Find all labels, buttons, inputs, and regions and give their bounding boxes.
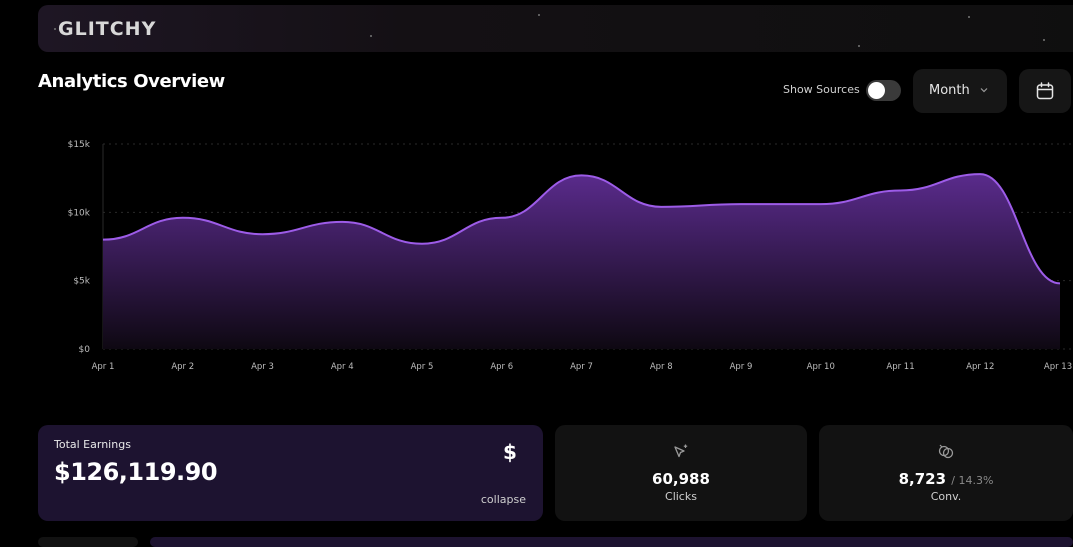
earnings-value: $126,119.90 [54,458,218,486]
conversions-count: 8,723 [898,470,947,488]
conversion-rate: / 14.3% [951,474,994,487]
star-decoration [54,28,56,30]
star-decoration [1043,39,1045,41]
x-tick-label: Apr 12 [966,362,994,372]
chevron-down-icon [980,88,988,93]
area-fill [103,174,1060,349]
x-tick-label: Apr 2 [171,362,194,372]
clicks-card: 60,988 Clicks [555,425,807,521]
x-tick-label: Apr 6 [490,362,513,372]
toggle-knob [868,82,885,99]
cursor-click-icon [674,444,688,458]
x-tick-label: Apr 10 [807,362,835,372]
clicks-value: 60,988 [652,470,710,488]
conversion-rings-icon [938,444,954,459]
x-tick-label: Apr 13 [1044,362,1072,372]
total-earnings-card: Total Earnings $126,119.90 $ collapse [38,425,543,521]
bottom-panel [150,537,1073,547]
earnings-area-chart: $0 $5k $10k $15k Apr 1 Apr 2 Apr 3 Apr 4 Apr 5 A… [68,140,1073,372]
period-select[interactable]: Month [913,69,1007,113]
star-decoration [858,45,860,47]
app-logo[interactable]: GLITCHY [58,18,157,40]
x-tick-label: Apr 11 [886,362,914,372]
show-sources-label: Show Sources [783,83,860,96]
dollar-icon: $ [503,440,517,464]
bottom-panel [38,537,138,547]
x-tick-label: Apr 9 [730,362,753,372]
y-tick-label: $15k [68,140,91,150]
x-tick-label: Apr 7 [570,362,593,372]
x-tick-label: Apr 8 [650,362,673,372]
x-tick-label: Apr 1 [92,362,115,372]
x-tick-label: Apr 5 [411,362,434,372]
period-select-value: Month [929,83,970,98]
star-decoration [370,35,372,37]
x-tick-label: Apr 4 [331,362,354,372]
star-decoration [968,16,970,18]
x-tick-label: Apr 3 [251,362,274,372]
calendar-icon [1036,82,1054,100]
conversions-label: Conv. [930,490,962,503]
star-decoration [538,14,540,16]
y-tick-label: $0 [79,345,91,355]
earnings-label: Total Earnings [54,438,131,451]
conversions-card: 8,723 / 14.3% Conv. [819,425,1073,521]
date-picker-button[interactable] [1019,69,1071,113]
collapse-button[interactable]: collapse [480,493,526,506]
page-title: Analytics Overview [38,71,225,92]
clicks-label: Clicks [665,490,697,503]
series-line [102,173,1061,285]
conversions-value: 8,723 / 14.3% [819,470,1073,488]
y-tick-label: $5k [73,277,90,287]
top-bar: GLITCHY [38,5,1073,52]
y-tick-label: $10k [68,208,91,218]
show-sources-toggle[interactable] [866,80,901,101]
